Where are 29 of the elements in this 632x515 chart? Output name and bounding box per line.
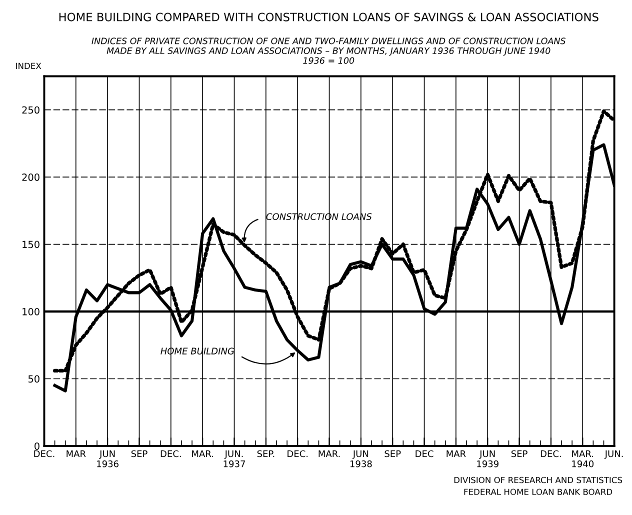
x-tick-label: DEC. — [34, 450, 54, 458]
x-tick-label: SEP — [384, 450, 401, 458]
y-tick-label: 0 — [34, 442, 40, 450]
x-tick-label: SEP — [131, 450, 148, 458]
x-tick-label: DEC. — [288, 450, 308, 458]
x-tick-label: MAR — [446, 450, 466, 458]
y-tick-label: 150 — [22, 240, 40, 248]
x-tick-label: JUN 1936 — [97, 450, 118, 468]
text: DIVISION OF RESEARCH AND STATISTICS FEDERAL HOME LOAN BANK BOARD — [454, 476, 622, 496]
y-tick-label: 250 — [22, 106, 40, 114]
x-tick-label: MAR — [66, 450, 86, 458]
x-tick-label: SEP. — [257, 450, 274, 458]
x-tick-label: MAR. — [318, 450, 340, 458]
x-tick-label: JUN. — [604, 450, 623, 459]
x-tick-label: JUN 1939 — [477, 450, 498, 468]
y-tick-label: 100 — [22, 308, 40, 316]
x-tick-label: DEC. — [160, 450, 181, 458]
y-axis-title: INDEX — [16, 62, 42, 69]
x-tick-label: SEP — [511, 450, 528, 458]
y-tick-label: 200 — [22, 174, 40, 181]
x-tick-label: MAR. 1940 — [572, 450, 594, 468]
x-tick-label: JUN. 1937 — [224, 450, 245, 468]
x-tick-label: DEC. — [540, 450, 561, 458]
y-tick-label: 50 — [28, 375, 40, 383]
chart-subtitle: INDICES OF PRIVATE CONSTRUCTION OF ONE AND TWO-FAMILY DWELLINGS AND OF CONSTRUCTION LOANS MADE BY ALL SAVINGS AND LOAN ASSOCIATIONS – BY MONTHS, JANUARY 1936 THROUGH JUNE 1940 1936 = 100 — [92, 38, 566, 64]
x-tick-label: JUN 1938 — [350, 450, 372, 468]
x-tick-label: MAR. — [192, 450, 214, 458]
x-tick-label: DEC — [416, 450, 434, 458]
chart-title: HOME BUILDING COMPARED WITH CONSTRUCTION LOANS OF SAVINGS & LOAN ASSOCIATIONS — [59, 12, 598, 22]
